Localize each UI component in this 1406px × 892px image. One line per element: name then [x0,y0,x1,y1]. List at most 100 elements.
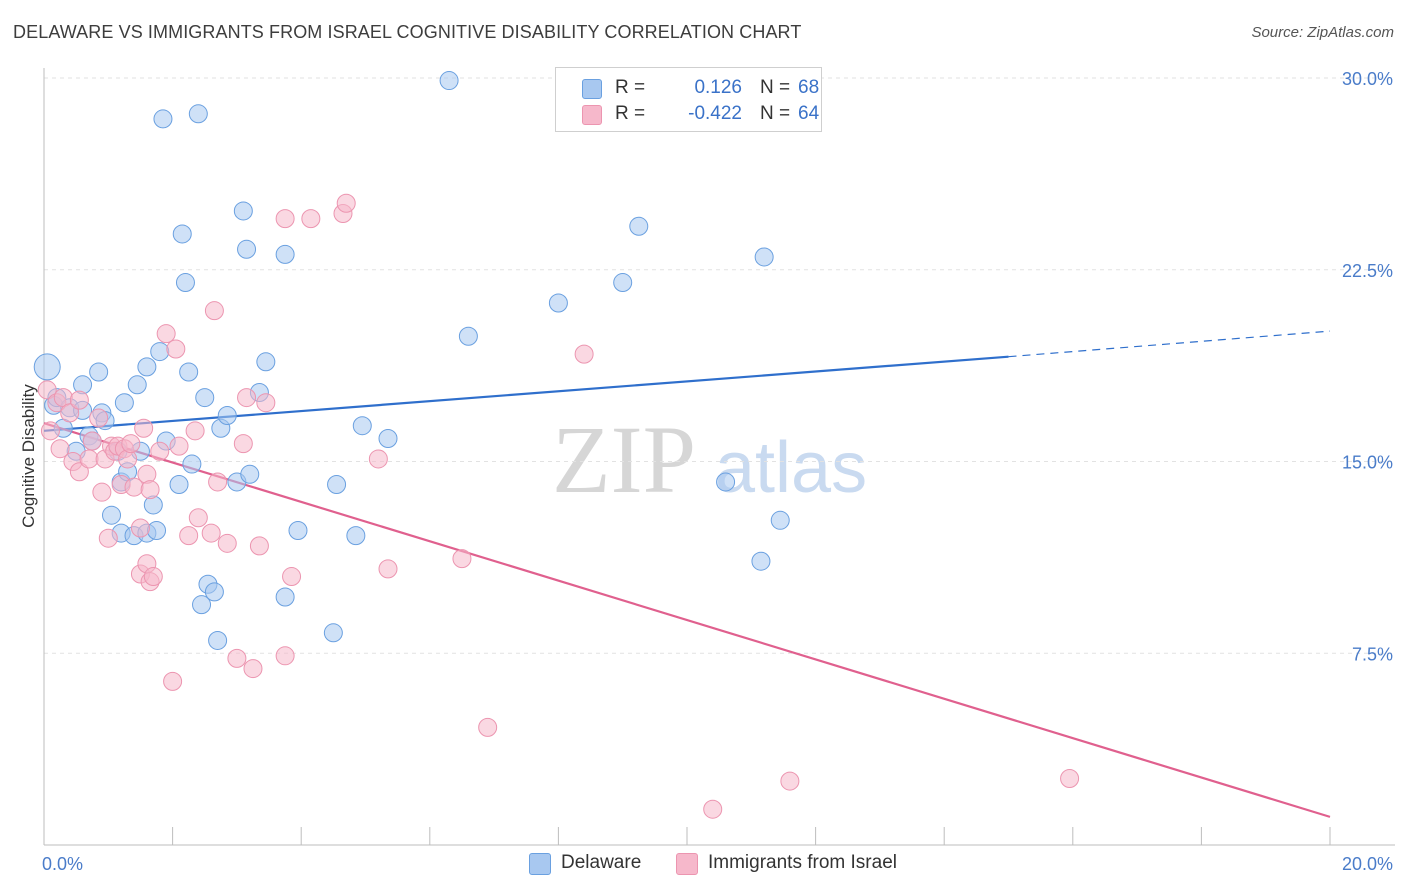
scatter-point [346,526,366,546]
legend-n-label: N = [760,77,791,98]
y-tick-label: 15.0% [1342,453,1393,473]
scatter-point [69,462,89,482]
scatter-point [37,380,57,400]
scatter-point [323,623,343,643]
scatter-point [208,472,228,492]
y-axis-label: Cognitive Disability [19,384,38,528]
scatter-point [368,449,388,469]
legend-r-value: 0.126 [694,77,742,98]
scatter-point [175,273,195,293]
legend-swatch-delaware [582,79,602,99]
gridlines [44,77,1395,654]
x-tick-label: 20.0% [1342,854,1393,874]
scatter-point [439,71,459,91]
scatter-point [548,293,568,313]
y-tick-label: 7.5% [1352,644,1393,664]
legend-n-label: N = [760,103,791,124]
scatter-point [179,362,199,382]
scatter-point [703,799,723,819]
trend-lines [43,330,1331,818]
trend-line-extension [1008,330,1331,358]
scatter-point [275,244,295,264]
scatter-point [179,526,199,546]
scatter-point [352,416,372,436]
scatter-point [208,630,228,650]
legend-swatch-israel [676,853,698,875]
scatter-point [79,449,99,469]
scatter-point [336,193,356,213]
series-legend: Delaware Immigrants from Israel [0,852,1406,878]
scatter-point [204,301,224,321]
scatter-point [150,342,170,362]
scatter-point [275,587,295,607]
scatter-point [147,521,167,541]
scatter-point [478,717,498,737]
scatter-point [137,357,157,377]
scatter-point [98,528,118,548]
scatter-point [130,518,150,538]
scatter-point [143,495,163,515]
legend-label-israel: Immigrants from Israel [708,852,897,873]
scatter-point [134,418,154,438]
scatter-point [92,482,112,502]
scatter-point [233,201,253,221]
trend-line [43,422,1331,818]
scatter-point [166,339,186,359]
scatter-point [256,393,276,413]
scatter-point [169,475,189,495]
scatter-point [716,472,736,492]
scatter-point [73,375,93,395]
scatter-point [50,439,70,459]
scatter-point [137,464,157,484]
scatter-point [780,771,800,791]
scatter-point [233,434,253,454]
scatter-point [452,549,472,569]
y-tick-label: 30.0% [1342,69,1393,89]
scatter-point [60,403,80,423]
scatter-point [275,646,295,666]
scatter-point [458,326,478,346]
scatter-point [249,536,269,556]
scatter-point [237,388,257,408]
watermark-atlas: atlas [715,428,867,508]
scatter-point [185,421,205,441]
watermark-zip: ZIP [552,406,696,513]
scatter-point [751,551,771,571]
scatter-point [282,567,302,587]
scatter-point [188,508,208,528]
scatter-point [243,659,263,679]
scatter-point [629,216,649,236]
scatter-point [114,393,134,413]
scatter-point [613,273,633,293]
scatter-point [156,324,176,344]
scatter-point [201,523,221,543]
scatter-point [217,405,237,425]
scatter-point [169,436,189,456]
scatter-point [118,449,138,469]
scatter-point [327,475,347,495]
scatter-point [574,344,594,364]
scatter-point [288,521,308,541]
scatter-point [204,582,224,602]
trend-line [43,355,1009,432]
legend-n-value: 64 [798,103,820,124]
scatter-point [127,375,147,395]
scatter-point [240,464,260,484]
scatter-point [172,224,192,244]
scatter-point [188,104,208,124]
scatter-point [275,209,295,229]
tick-labels: 7.5% 15.0% 22.5% 30.0% 0.0% 20.0% [42,69,1393,874]
data-points [33,71,1080,819]
scatter-point [69,390,89,410]
scatter-point [33,353,61,381]
scatter-point [192,595,212,615]
scatter-point [227,648,247,668]
scatter-point [754,247,774,267]
chart-title: DELAWARE VS IMMIGRANTS FROM ISRAEL COGNI… [13,22,802,42]
legend-r-label: R = [615,103,646,124]
legend-n-value: 68 [798,77,820,98]
legend-label-delaware: Delaware [561,852,642,873]
scatter-point [301,209,321,229]
scatter-point [378,559,398,579]
